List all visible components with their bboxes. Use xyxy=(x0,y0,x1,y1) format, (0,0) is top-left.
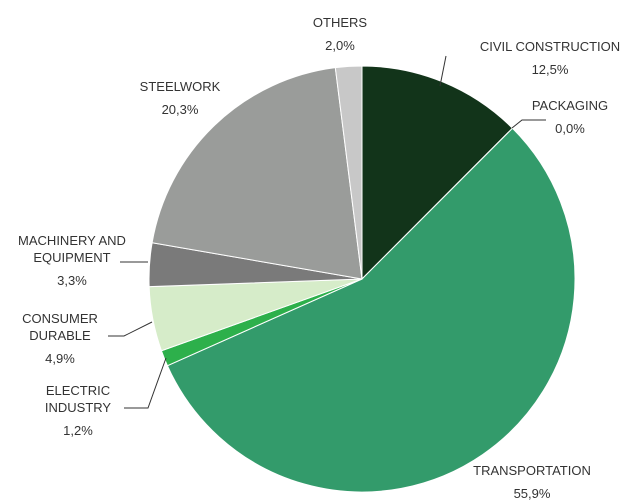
leader-line xyxy=(511,119,546,129)
slice-value: 1,2% xyxy=(63,423,93,438)
slice-name: OTHERS xyxy=(312,15,368,30)
slice-value: 12,5% xyxy=(531,62,569,77)
slice-value: 55,9% xyxy=(513,486,551,500)
slice-label: MACHINERY AND EQUIPMENT 3,3% xyxy=(7,232,137,289)
slice-value: 2,0% xyxy=(325,38,355,53)
pie-slice xyxy=(151,67,363,280)
slice-name: CIVIL CONSTRUCTION xyxy=(479,39,621,54)
leader-line xyxy=(439,55,447,87)
slice-name: TRANSPORTATION xyxy=(473,463,591,478)
pie-slice xyxy=(334,65,363,280)
slice-name: PACKAGING xyxy=(531,98,609,113)
slice-value: 0,0% xyxy=(555,121,585,136)
leader-line xyxy=(108,321,153,337)
leader-lines xyxy=(108,55,546,409)
slice-label: STEELWORK 20,3% xyxy=(120,78,240,118)
slice-name: STEELWORK xyxy=(139,79,221,94)
pie-slice xyxy=(361,65,514,281)
pie-slice xyxy=(166,127,576,493)
slice-label: CIVIL CONSTRUCTION 12,5% xyxy=(465,38,635,78)
slice-name: ELECTRIC INDUSTRY xyxy=(44,383,112,415)
slice-value: 3,3% xyxy=(57,273,87,288)
slice-label: ELECTRIC INDUSTRY 1,2% xyxy=(33,382,123,439)
slice-label: OTHERS 2,0% xyxy=(290,14,390,54)
slice-value: 20,3% xyxy=(161,102,199,117)
slice-label: CONSUMER DURABLE 4,9% xyxy=(15,310,105,367)
slice-label: TRANSPORTATION 55,9% xyxy=(462,462,602,500)
slice-name: MACHINERY AND EQUIPMENT xyxy=(18,233,126,265)
slice-name: CONSUMER DURABLE xyxy=(22,311,98,343)
slice-value: 4,9% xyxy=(45,351,75,366)
slice-label: PACKAGING 0,0% xyxy=(515,97,625,137)
leader-line xyxy=(124,357,167,409)
